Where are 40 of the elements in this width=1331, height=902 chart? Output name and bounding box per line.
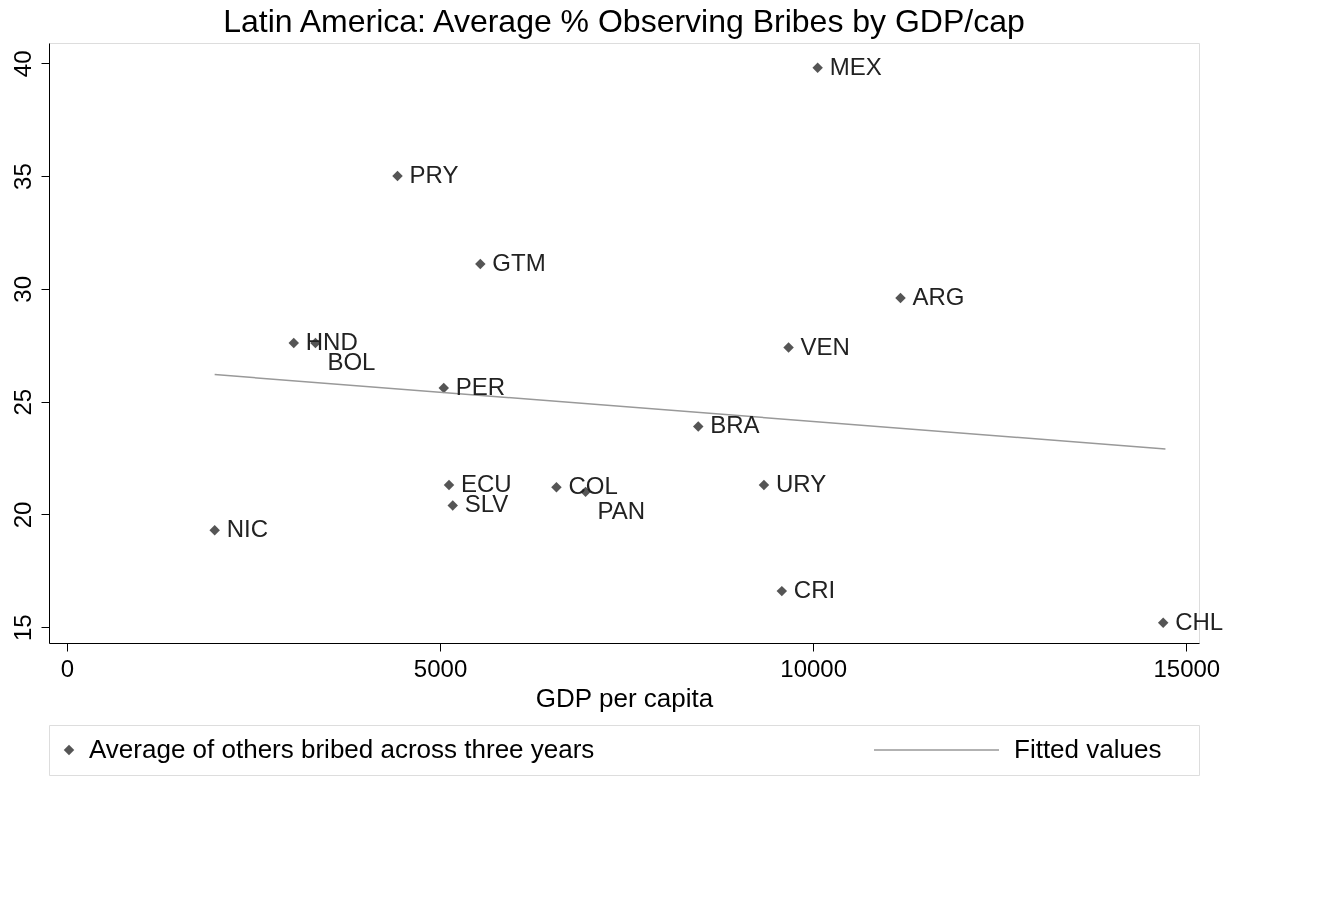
annotation: NIC [226,515,269,543]
annotation: BRA [710,411,760,439]
annotation: URY [775,470,827,498]
y-tick-label: 15 [8,614,36,642]
point [551,482,562,493]
point [447,500,458,511]
annotation: PRY [409,161,459,189]
y-tick-label: 40 [8,50,36,78]
annotation: CRI [793,576,836,604]
point [475,258,486,270]
annotation: GTM [492,249,546,277]
point [1157,617,1169,628]
point [776,585,788,597]
y-tick-label: 30 [8,276,36,303]
annotation: VEN [800,332,850,360]
legend-label: Average of others bribed across three years [89,734,595,764]
point [812,62,823,74]
point [783,342,794,353]
y-tick-label: 25 [8,388,36,416]
annotation: PER [455,373,506,401]
x-tick-label: 5000 [413,654,468,682]
point [288,337,300,349]
point [443,479,455,491]
x-axis-title: GDP per capita [535,682,714,713]
x-tick-label: 15000 [1153,654,1221,682]
x-tick-label: 10000 [780,654,848,682]
point [209,524,220,536]
point [758,479,770,491]
legend-label: Fitted values [1014,734,1162,764]
annotation: ARG [912,282,965,310]
y-tick-label: 35 [8,163,36,190]
point [693,421,704,432]
chart-title: Latin America: Average % Observing Bribes by GDP/cap [223,3,1025,39]
point [392,170,403,182]
annotation: CHL [1175,607,1224,635]
point [895,292,906,304]
y-tick-label: 20 [8,501,36,529]
annotation: MEX [829,52,882,80]
x-tick-label: 0 [60,654,75,682]
point [438,382,450,394]
